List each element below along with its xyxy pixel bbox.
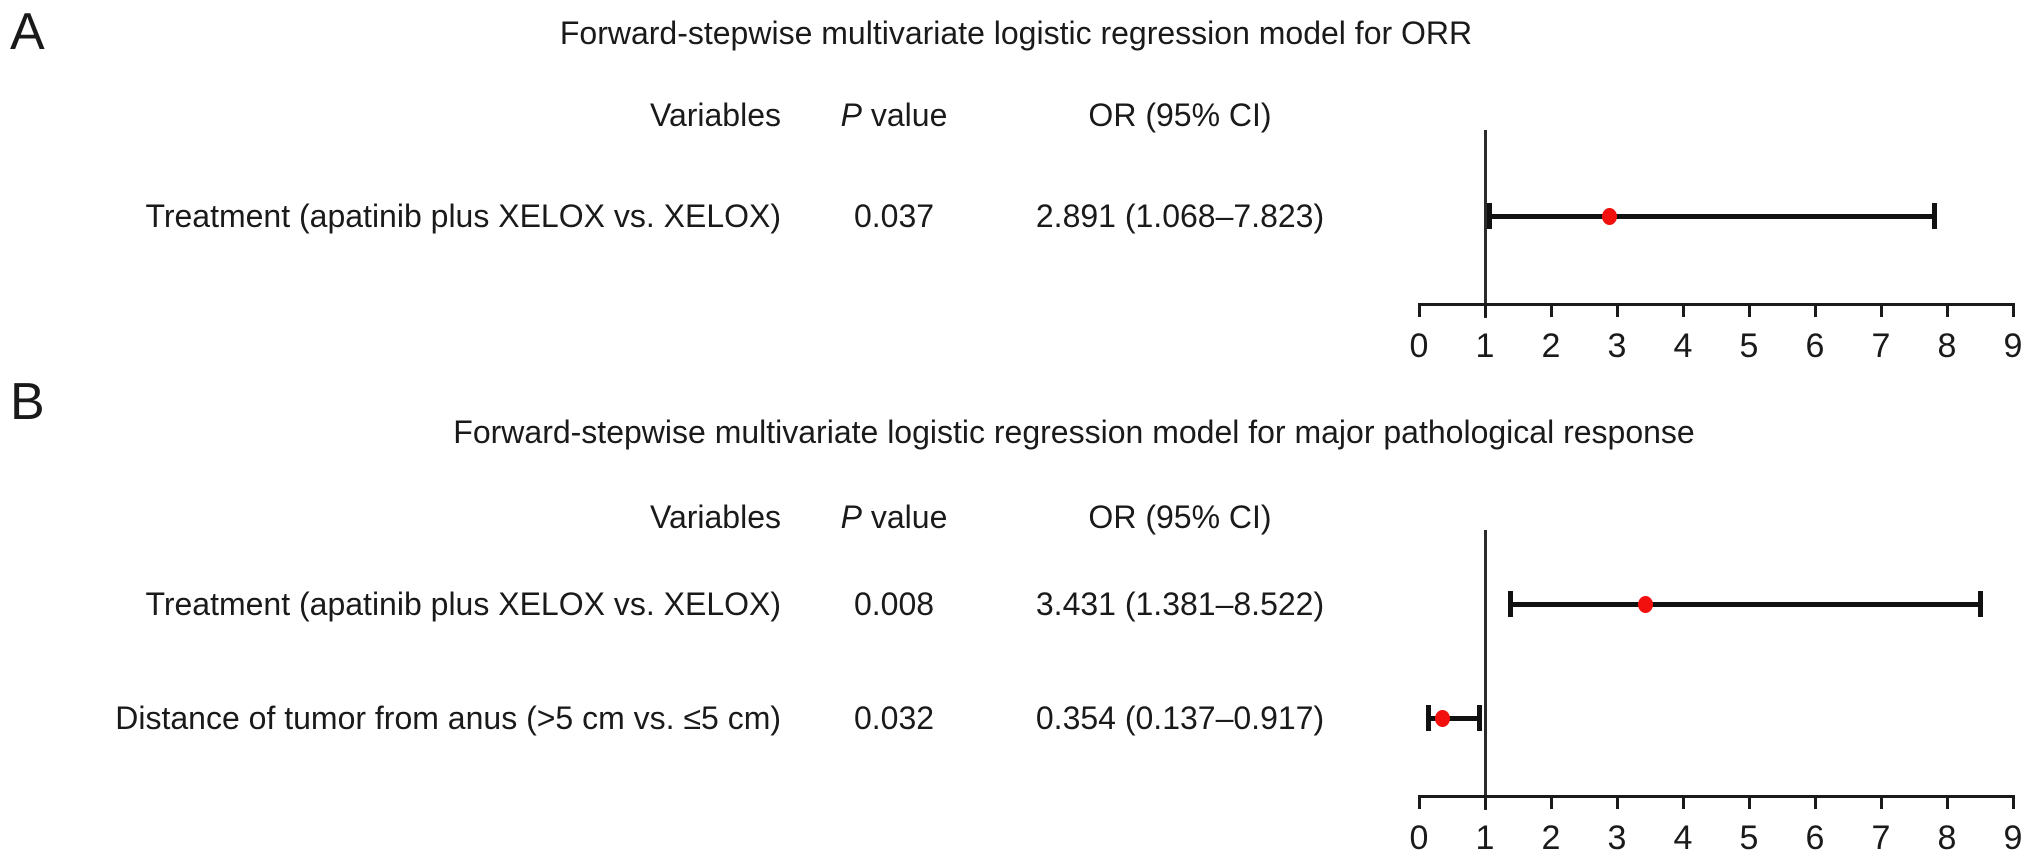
axis-tick [1813, 795, 1817, 809]
axis-tick-label: 3 [1607, 819, 1627, 857]
panel-a-label: A [10, 3, 45, 61]
axis-tick-label: 2 [1541, 819, 1561, 857]
row-p-value: 0.032 [853, 700, 935, 736]
ci-cap-left [1487, 203, 1493, 229]
axis-tick [1483, 303, 1487, 317]
axis-tick-label: 3 [1607, 327, 1627, 365]
row-or-ci-value: 2.891 (1.068–7.823) [1035, 198, 1325, 234]
axis-tick [1615, 795, 1619, 809]
axis-tick [1747, 795, 1751, 809]
axis-tick-label: 8 [1937, 819, 1957, 857]
odds-ratio-marker [1602, 207, 1618, 225]
x-axis [1417, 795, 2015, 798]
column-header-p-value: P value [794, 95, 994, 135]
axis-tick [1945, 303, 1949, 317]
row-or-ci-value: 3.431 (1.381–8.522) [1035, 586, 1325, 622]
column-header-or-ci: OR (95% CI) [1088, 97, 1272, 133]
axis-tick [1681, 303, 1685, 317]
row-variable-label: Treatment (apatinib plus XELOX vs. XELOX… [145, 198, 781, 234]
panel-b-label: B [10, 373, 45, 431]
row-p-value: 0.037 [853, 198, 935, 234]
axis-tick-label: 0 [1409, 327, 1429, 365]
ci-cap-right [1978, 591, 1984, 617]
axis-tick-label: 6 [1805, 819, 1825, 857]
axis-tick-label: 7 [1871, 327, 1891, 365]
ci-cap-right [1476, 705, 1482, 731]
reference-line-or-1 [1483, 530, 1487, 810]
axis-tick [2011, 303, 2015, 317]
odds-ratio-marker [1637, 595, 1653, 613]
p-value-rest: value [861, 97, 948, 133]
row-p-value: 0.008 [853, 586, 935, 622]
axis-tick [1747, 303, 1751, 317]
ci-cap-right [1932, 203, 1938, 229]
confidence-interval-bar [1489, 213, 1936, 219]
panel-b-title: Forward-stepwise multivariate logistic r… [453, 414, 1695, 450]
column-header-p-value: P value [794, 497, 994, 537]
row-variable-label: Distance of tumor from anus (>5 cm vs. ≤… [115, 700, 781, 736]
p-value-rest: value [861, 499, 948, 535]
axis-tick-label: 5 [1739, 327, 1759, 365]
confidence-interval-bar [1428, 715, 1480, 721]
axis-tick [1483, 795, 1487, 809]
column-header-variables: Variables [649, 97, 781, 133]
axis-tick [1417, 303, 1421, 317]
column-header-or-ci: OR (95% CI) [1088, 499, 1272, 535]
reference-line-or-1 [1483, 130, 1487, 318]
axis-tick [1681, 795, 1685, 809]
panel-a-title: Forward-stepwise multivariate logistic r… [559, 15, 1473, 51]
axis-tick [2011, 795, 2015, 809]
p-value-italic-letter: P [840, 97, 862, 133]
axis-tick [1615, 303, 1619, 317]
odds-ratio-marker [1434, 709, 1450, 727]
column-header-variables: Variables [649, 499, 781, 535]
axis-tick-label: 9 [2003, 327, 2023, 365]
p-value-italic-letter: P [840, 499, 862, 535]
axis-tick [1879, 795, 1883, 809]
confidence-interval-bar [1510, 601, 1982, 607]
axis-tick-label: 4 [1673, 327, 1693, 365]
axis-tick [1549, 303, 1553, 317]
axis-tick-label: 6 [1805, 327, 1825, 365]
axis-tick-label: 4 [1673, 819, 1693, 857]
ci-cap-left [1426, 705, 1432, 731]
axis-tick-label: 8 [1937, 327, 1957, 365]
axis-tick [1813, 303, 1817, 317]
axis-tick [1945, 795, 1949, 809]
row-variable-label: Treatment (apatinib plus XELOX vs. XELOX… [145, 586, 781, 622]
axis-tick [1549, 795, 1553, 809]
axis-tick-label: 1 [1475, 327, 1495, 365]
axis-tick-label: 2 [1541, 327, 1561, 365]
axis-tick-label: 7 [1871, 819, 1891, 857]
x-axis [1417, 303, 2015, 306]
axis-tick [1879, 303, 1883, 317]
ci-cap-left [1508, 591, 1514, 617]
axis-tick-label: 9 [2003, 819, 2023, 857]
axis-tick-label: 1 [1475, 819, 1495, 857]
axis-tick-label: 5 [1739, 819, 1759, 857]
axis-tick-label: 0 [1409, 819, 1429, 857]
row-or-ci-value: 0.354 (0.137–0.917) [1035, 700, 1325, 736]
axis-tick [1417, 795, 1421, 809]
